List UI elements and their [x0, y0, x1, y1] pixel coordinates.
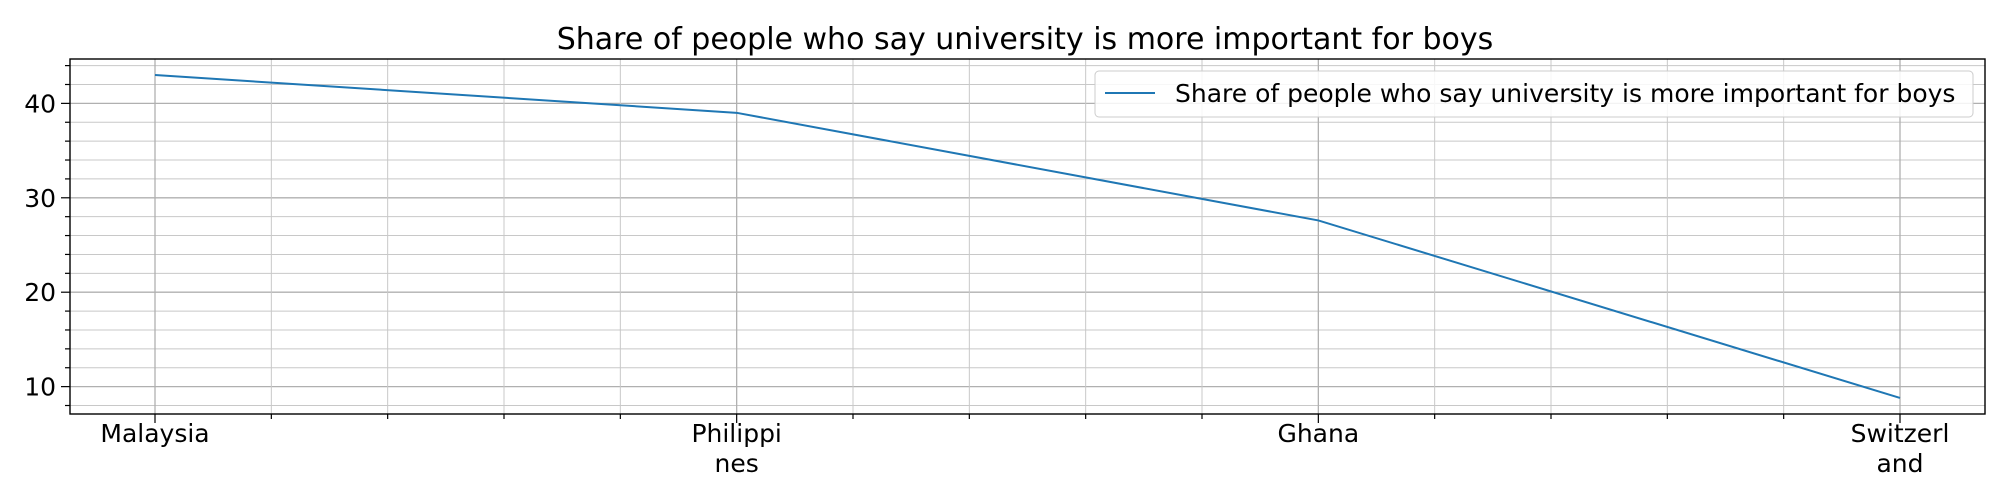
- data-point: [1316, 218, 1320, 222]
- data-point: [735, 111, 739, 115]
- x-tick-label: Ghana: [1277, 419, 1359, 448]
- x-tick-label-line: Philippi: [691, 419, 781, 448]
- y-tick-label: 20: [24, 278, 56, 307]
- x-tick-label-line: Ghana: [1277, 419, 1359, 448]
- data-point: [1898, 396, 1902, 400]
- chart-title: Share of people who say university is mo…: [557, 22, 1494, 57]
- data-point: [153, 73, 157, 77]
- y-tick-label: 10: [24, 373, 56, 402]
- y-tick-label: 30: [24, 184, 56, 213]
- x-tick-label-line: Malaysia: [100, 419, 209, 448]
- x-tick-label-line: Switzerl: [1851, 419, 1950, 448]
- y-tick-label: 40: [24, 89, 56, 118]
- legend-label: Share of people who say university is mo…: [1175, 79, 1955, 108]
- x-tick-label-line: and: [1876, 449, 1923, 478]
- x-tick-label: Malaysia: [100, 419, 209, 448]
- x-tick-label-line: nes: [715, 449, 759, 478]
- legend: Share of people who say university is mo…: [1095, 71, 1973, 117]
